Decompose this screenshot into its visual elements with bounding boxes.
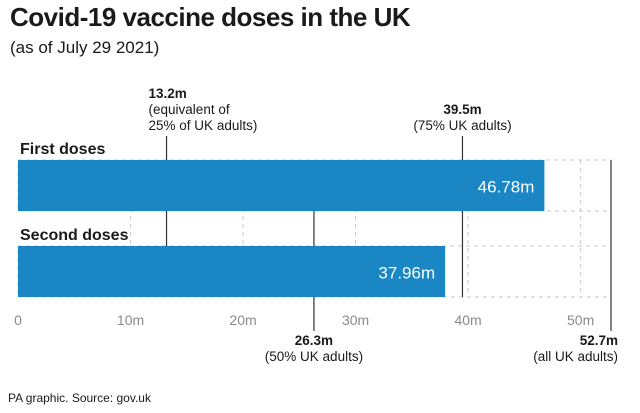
reference-value-label: 52.7m: [580, 333, 618, 348]
chart-title: Covid-19 vaccine doses in the UK: [10, 2, 411, 32]
source-note: PA graphic. Source: gov.uk: [8, 391, 151, 405]
value-label: 46.78m: [478, 178, 535, 197]
reference-note-label: (all UK adults): [533, 349, 618, 364]
x-tick-label: 0: [14, 312, 22, 328]
reference-value-label: 26.3m: [295, 333, 333, 348]
value-label: 37.96m: [378, 264, 435, 283]
reference-note-label: (75% UK adults): [413, 118, 511, 133]
bar: [18, 160, 545, 211]
reference-note-label: (equivalent of: [149, 102, 230, 117]
reference-value-label: 13.2m: [149, 86, 187, 101]
x-tick-label: 40m: [454, 312, 481, 328]
chart-subtitle: (as of July 29 2021): [10, 38, 160, 57]
x-tick-label: 30m: [342, 312, 369, 328]
reference-note-label: 25% of UK adults): [149, 118, 258, 133]
category-label: First doses: [20, 141, 105, 158]
reference-note-label: (50% UK adults): [265, 349, 363, 364]
x-tick-label: 10m: [117, 312, 144, 328]
reference-value-label: 39.5m: [443, 102, 481, 117]
bar: [18, 246, 446, 297]
x-tick-label: 50m: [567, 312, 594, 328]
category-label: Second doses: [20, 227, 129, 244]
x-tick-label: 20m: [229, 312, 256, 328]
